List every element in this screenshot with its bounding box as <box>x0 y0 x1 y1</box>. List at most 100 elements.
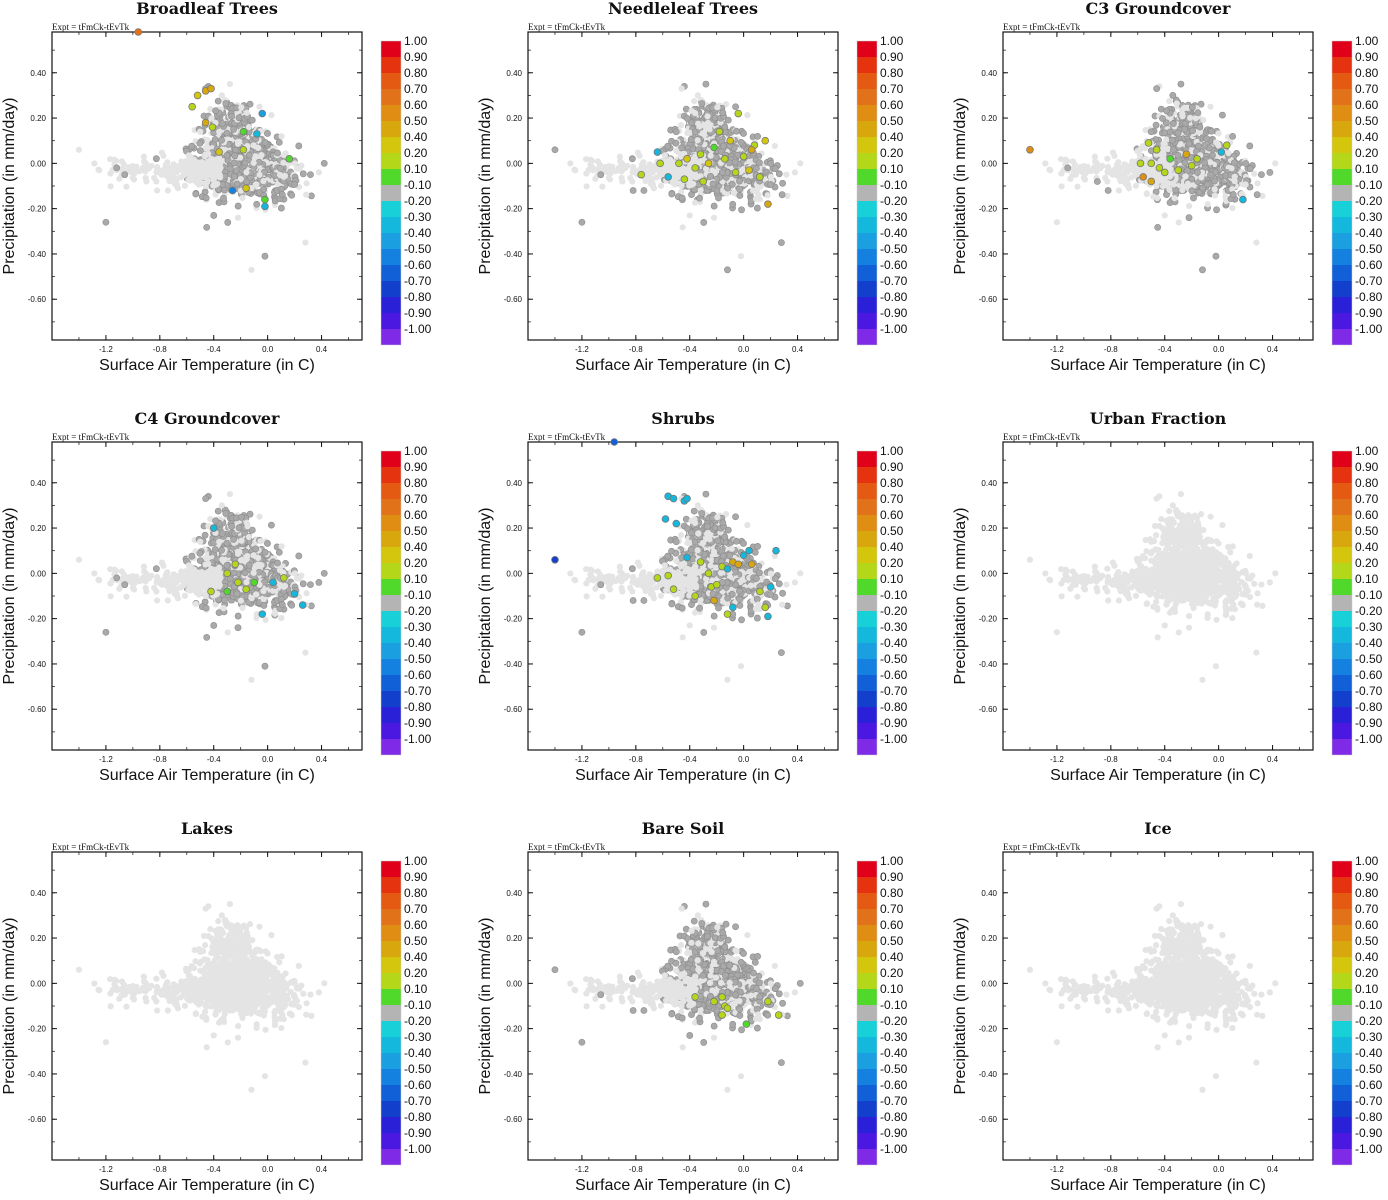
background-point <box>1047 167 1054 174</box>
expt-label: Expt = tFmCk-tEvTk <box>52 432 130 442</box>
x-tick-label: -0.4 <box>683 345 697 354</box>
colorbar-label: -0.30 <box>1355 210 1383 224</box>
background-point <box>152 155 160 163</box>
colorbar-swatch <box>857 89 877 105</box>
colorbar-label: -0.50 <box>1355 242 1383 256</box>
background-point <box>698 100 706 107</box>
colorbar-swatch <box>857 137 877 153</box>
background-point <box>1161 176 1168 184</box>
background-point <box>1213 139 1220 146</box>
background-point <box>264 130 271 137</box>
background-point <box>303 191 310 198</box>
background-point <box>1196 123 1204 131</box>
background-point <box>722 101 730 108</box>
background-point <box>594 158 602 165</box>
expt-label: Expt = tFmCk-tEvTk <box>52 22 130 32</box>
background-point <box>719 142 727 150</box>
background-point <box>216 172 223 179</box>
background-point <box>214 160 221 167</box>
background-point <box>245 123 252 131</box>
background-point <box>1242 160 1250 167</box>
colorbar-label: 0.90 <box>1355 50 1379 64</box>
background-point <box>595 165 602 172</box>
background-point <box>729 200 737 208</box>
background-point <box>203 633 211 641</box>
background-point <box>597 171 605 179</box>
background-point <box>238 104 245 111</box>
background-point <box>783 171 790 178</box>
background-point <box>755 159 763 167</box>
colorbar-frame <box>1331 40 1353 346</box>
background-point <box>1162 119 1170 127</box>
colorbar-swatch <box>857 41 877 57</box>
background-point <box>736 185 744 193</box>
background-point <box>1186 202 1193 210</box>
background-point <box>256 103 263 110</box>
background-point <box>140 153 147 160</box>
background-point <box>219 181 227 188</box>
background-point <box>186 158 193 165</box>
background-point <box>737 253 745 260</box>
data-point <box>715 127 724 136</box>
background-point <box>153 178 160 185</box>
background-point <box>91 160 98 167</box>
background-point <box>619 178 626 185</box>
background-point <box>1197 100 1205 108</box>
data-point <box>653 148 662 156</box>
background-point <box>1161 212 1168 219</box>
colorbar-swatch <box>381 249 401 265</box>
background-point <box>696 194 703 202</box>
colorbar-swatch <box>381 153 401 169</box>
colorbar-label: 1.00 <box>1355 34 1379 48</box>
background-point <box>686 129 693 136</box>
colorbar-swatch <box>1332 137 1352 153</box>
background-point <box>1115 187 1123 194</box>
background-point <box>1204 201 1211 208</box>
panel-title: Needleleaf Trees <box>608 0 758 18</box>
background-point <box>226 80 234 88</box>
colorbar-swatch <box>381 217 401 233</box>
background-point <box>204 177 211 184</box>
colorbar-label: 0.40 <box>404 130 428 144</box>
background-point <box>791 169 798 176</box>
x-axis-label: Surface Air Temperature (in C) <box>575 357 791 374</box>
background-point <box>216 128 223 135</box>
colorbar-swatch <box>381 265 401 281</box>
background-point <box>640 165 647 173</box>
background-point <box>767 160 775 167</box>
x-tick-label: 0.4 <box>1267 345 1279 354</box>
background-point <box>220 194 227 202</box>
background-point <box>258 152 265 159</box>
colorbar-label: 0.80 <box>880 66 904 80</box>
background-point <box>738 206 745 214</box>
colorbar-swatch <box>1332 249 1352 265</box>
y-tick-label: 0.40 <box>506 69 522 78</box>
colorbar-label: -1.00 <box>1355 322 1383 336</box>
background-point <box>208 115 215 122</box>
x-tick-label: -0.8 <box>1104 345 1118 354</box>
background-point <box>1183 167 1191 175</box>
colorbar-label: -0.70 <box>1355 274 1383 288</box>
y-tick-label: -0.20 <box>979 205 998 214</box>
background-point <box>737 138 745 146</box>
x-tick-label: -0.8 <box>153 345 167 354</box>
background-point <box>170 161 177 168</box>
background-point <box>211 136 219 143</box>
background-point <box>1157 158 1164 165</box>
background-point <box>224 219 232 226</box>
background-point <box>158 169 165 176</box>
background-point <box>657 182 665 189</box>
data-point <box>680 175 689 184</box>
colorbar-label: 0.60 <box>1355 98 1379 112</box>
y-tick-label: -0.60 <box>504 295 523 304</box>
colorbar-label: -0.40 <box>404 226 432 240</box>
background-point <box>1203 135 1211 143</box>
background-point <box>1194 168 1201 176</box>
background-point <box>164 187 172 194</box>
x-tick-label: 0.4 <box>792 345 804 354</box>
colorbar-swatch <box>381 185 401 201</box>
data-point <box>285 155 294 163</box>
background-point <box>797 160 804 167</box>
background-point <box>1074 183 1081 190</box>
